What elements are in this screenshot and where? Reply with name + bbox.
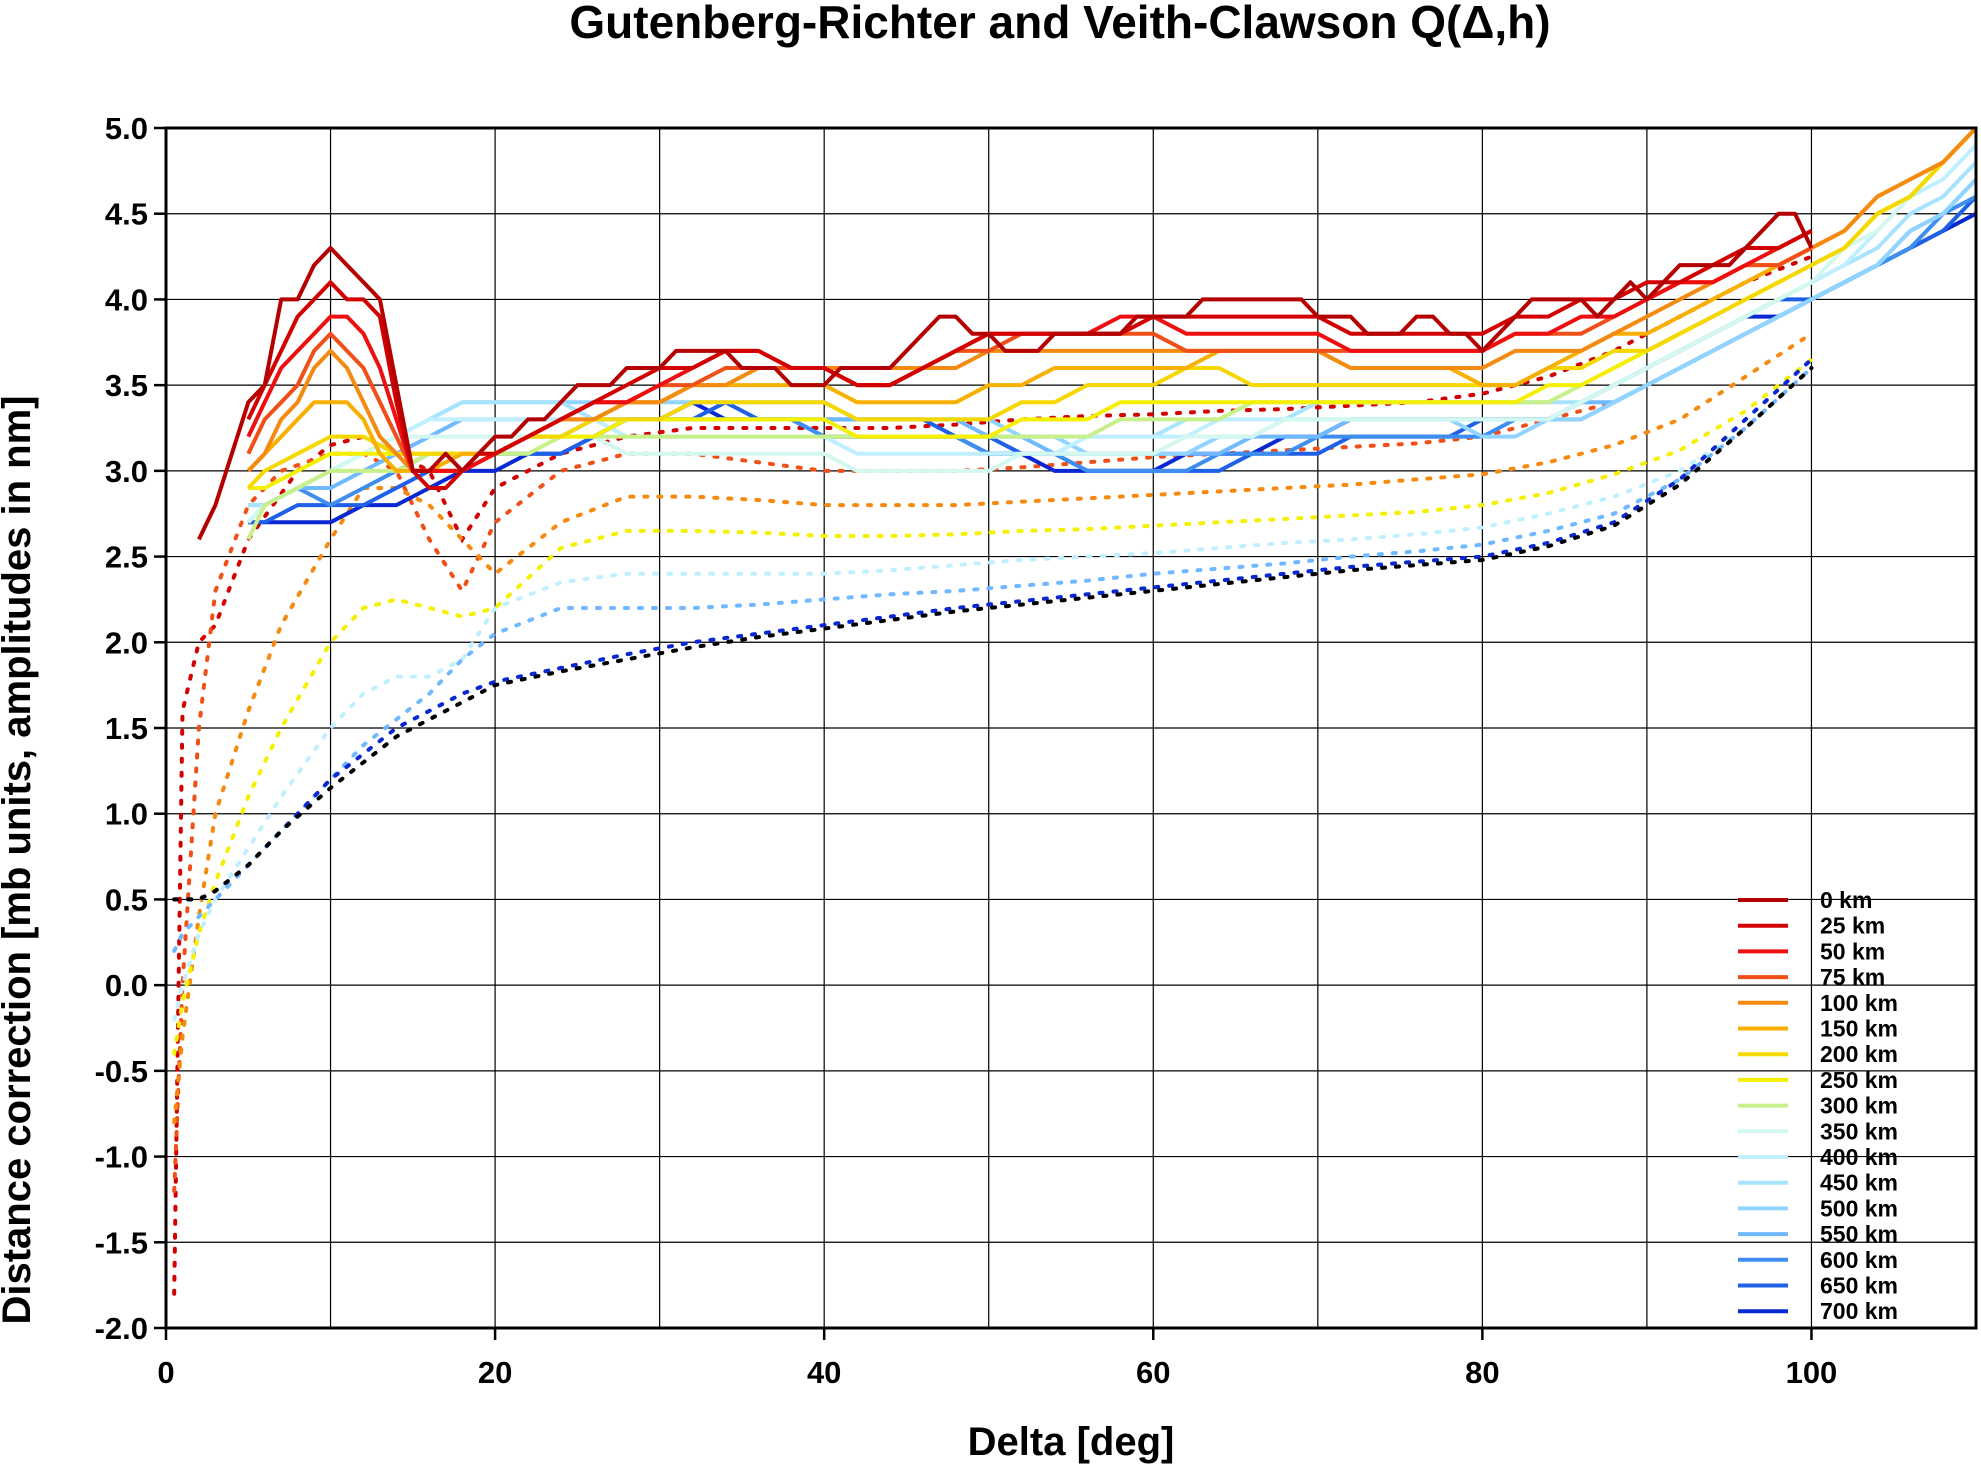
x-tick-label: 40 bbox=[807, 1355, 841, 1390]
y-tick-label: 1.0 bbox=[105, 797, 148, 832]
legend-label-9: 350 km bbox=[1820, 1118, 1898, 1144]
gutenberg-richter-series-350-km bbox=[246, 126, 1978, 524]
legend-label-12: 500 km bbox=[1820, 1195, 1898, 1221]
x-tick-label: 60 bbox=[1136, 1355, 1170, 1390]
gutenberg-richter-series-250-km bbox=[248, 126, 1978, 490]
y-tick-label: 4.0 bbox=[105, 282, 148, 317]
gutenberg-richter-series-500-km bbox=[248, 178, 1978, 508]
y-tick-label: -1.0 bbox=[95, 1140, 148, 1175]
legend-label-8: 300 km bbox=[1820, 1093, 1898, 1119]
legend-label-2: 50 km bbox=[1820, 938, 1885, 964]
legend-label-0: 0 km bbox=[1820, 887, 1872, 913]
y-tick-label: 3.5 bbox=[105, 368, 148, 403]
x-tick-label: 0 bbox=[157, 1355, 174, 1390]
y-tick-label: 5.0 bbox=[105, 111, 148, 146]
y-tick-label: 4.5 bbox=[105, 197, 148, 232]
veith-clawson-series-250-km bbox=[172, 357, 1814, 1056]
y-tick-label: 0.5 bbox=[105, 882, 148, 917]
veith-clawson-series-black bbox=[172, 366, 1814, 902]
gutenberg-richter-series-150-km bbox=[246, 126, 1978, 473]
y-tick-label: 2.5 bbox=[105, 540, 148, 575]
x-tick-label: 100 bbox=[1786, 1355, 1838, 1390]
veith-clawson-series-150-km bbox=[172, 331, 1814, 1125]
veith-clawson-series-0-km bbox=[172, 254, 1814, 1296]
gutenberg-richter-series-550-km bbox=[248, 178, 1978, 508]
y-tick-label: -2.0 bbox=[95, 1311, 148, 1346]
legend-label-15: 650 km bbox=[1820, 1273, 1898, 1299]
x-axis-label: Delta [deg] bbox=[968, 1420, 1175, 1464]
gutenberg-richter-series-0-km bbox=[197, 211, 1814, 541]
legend-label-1: 25 km bbox=[1820, 913, 1885, 939]
y-tick-label: 1.5 bbox=[105, 711, 148, 746]
gutenberg-richter-series-650-km bbox=[248, 195, 1978, 525]
veith-clawson-series-500-km bbox=[172, 366, 1814, 953]
y-tick-label: 0.0 bbox=[105, 968, 148, 1003]
tick-layer: 0 20 40 60 80 100 -2.0 -1.5 -1.0 -0.5 0.0 0.5 1.0 1.5… bbox=[95, 111, 1838, 1390]
legend-label-11: 450 km bbox=[1820, 1170, 1898, 1196]
legend-label-3: 75 km bbox=[1820, 964, 1885, 990]
gutenberg-richter-series-600-km bbox=[246, 194, 1977, 524]
legend-label-16: 700 km bbox=[1820, 1298, 1898, 1324]
legend-label-13: 550 km bbox=[1820, 1221, 1898, 1247]
y-tick-label: 2.0 bbox=[105, 625, 148, 660]
chart-title: Gutenberg-Richter and Veith-Clawson Q(Δ,… bbox=[569, 0, 1550, 48]
y-tick-label: -1.5 bbox=[95, 1225, 148, 1260]
x-tick-label: 80 bbox=[1465, 1355, 1499, 1390]
y-tick-label: 3.0 bbox=[105, 454, 148, 489]
legend-label-10: 400 km bbox=[1820, 1144, 1898, 1170]
series-layer bbox=[172, 126, 1978, 1296]
gutenberg-richter-series-200-km bbox=[246, 126, 1978, 490]
legend-label-7: 250 km bbox=[1820, 1067, 1898, 1093]
grid-layer bbox=[165, 127, 1977, 1329]
y-tick-label: -0.5 bbox=[95, 1054, 148, 1089]
legend-label-5: 150 km bbox=[1820, 1016, 1898, 1042]
legend-label-4: 100 km bbox=[1820, 990, 1898, 1016]
legend-label-14: 600 km bbox=[1820, 1247, 1898, 1273]
x-tick-label: 20 bbox=[478, 1355, 512, 1390]
legend-label-6: 200 km bbox=[1820, 1041, 1898, 1067]
y-axis-label: Distance correction [mb units, amplitude… bbox=[0, 395, 39, 1324]
